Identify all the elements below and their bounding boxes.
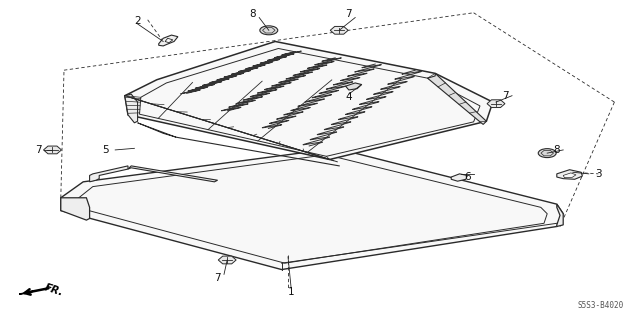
Text: 1: 1 bbox=[288, 287, 294, 297]
Polygon shape bbox=[428, 73, 486, 124]
Polygon shape bbox=[125, 41, 493, 160]
Text: 7: 7 bbox=[35, 145, 42, 155]
Text: 4: 4 bbox=[346, 92, 352, 102]
Polygon shape bbox=[330, 26, 348, 34]
Text: FR.: FR. bbox=[44, 283, 65, 298]
Circle shape bbox=[260, 26, 278, 35]
Polygon shape bbox=[165, 38, 173, 43]
Polygon shape bbox=[90, 166, 128, 182]
Text: 5: 5 bbox=[102, 145, 109, 155]
Text: 2: 2 bbox=[134, 16, 141, 26]
Polygon shape bbox=[44, 146, 61, 154]
Text: 6: 6 bbox=[464, 172, 470, 182]
Polygon shape bbox=[19, 291, 33, 294]
Polygon shape bbox=[563, 173, 576, 178]
Polygon shape bbox=[487, 100, 505, 108]
Text: S5S3-B4020: S5S3-B4020 bbox=[578, 301, 624, 310]
Polygon shape bbox=[451, 174, 467, 181]
Polygon shape bbox=[557, 204, 563, 226]
Polygon shape bbox=[61, 198, 90, 220]
Text: 8: 8 bbox=[250, 9, 256, 19]
Polygon shape bbox=[125, 94, 138, 123]
Text: 7: 7 bbox=[214, 272, 221, 283]
Polygon shape bbox=[138, 123, 176, 137]
Text: 7: 7 bbox=[346, 9, 352, 19]
Text: 7: 7 bbox=[502, 91, 509, 101]
Polygon shape bbox=[557, 170, 582, 179]
Polygon shape bbox=[61, 148, 563, 270]
Polygon shape bbox=[128, 166, 218, 182]
Circle shape bbox=[538, 149, 556, 158]
Polygon shape bbox=[159, 35, 178, 46]
Polygon shape bbox=[77, 155, 547, 263]
Polygon shape bbox=[218, 256, 236, 264]
Text: 8: 8 bbox=[554, 145, 560, 155]
Polygon shape bbox=[346, 83, 362, 90]
Text: 3: 3 bbox=[595, 169, 602, 179]
